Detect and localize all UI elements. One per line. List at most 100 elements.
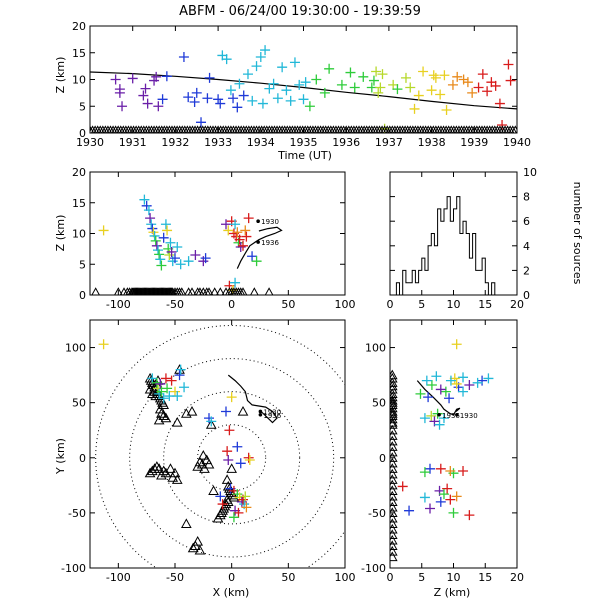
station-triangle: [242, 125, 251, 133]
y-tick-label: 20: [72, 166, 86, 179]
source-point: [429, 416, 440, 427]
x-tick-label: 10: [447, 298, 461, 311]
station-triangle: [385, 125, 394, 133]
station-triangle: [390, 452, 398, 462]
station-triangle: [429, 125, 438, 133]
source-point: [400, 72, 411, 83]
station-triangle: [467, 125, 476, 133]
source-point: [145, 213, 156, 224]
source-point: [373, 87, 384, 98]
station-triangle: [90, 125, 95, 133]
source-point: [304, 101, 315, 112]
source-point: [204, 72, 215, 83]
source-point: [156, 260, 167, 271]
source-point: [147, 373, 158, 384]
station-triangle: [236, 125, 246, 133]
source-point: [222, 446, 233, 457]
station-triangle: [329, 125, 338, 133]
station-triangle: [221, 125, 231, 133]
source-point: [349, 82, 360, 93]
source-point: [289, 57, 300, 68]
histogram-bar: [441, 221, 444, 295]
source-point: [114, 84, 125, 95]
plot-marks: 1936 1930: [390, 339, 494, 562]
station-triangle: [390, 512, 398, 523]
station-triangle: [144, 383, 156, 394]
y-tick-label: 8: [523, 191, 530, 204]
station-triangle: [367, 125, 377, 133]
source-point: [189, 96, 200, 107]
x-tick-label: 10: [447, 571, 461, 584]
station-triangle: [406, 125, 415, 133]
source-point: [236, 496, 247, 507]
source-point: [445, 494, 456, 505]
x-tick-label: 20: [510, 571, 524, 584]
station-triangle: [210, 287, 219, 295]
station-triangle: [175, 125, 184, 133]
histogram-bar: [469, 258, 472, 295]
source-point: [458, 466, 469, 477]
source-point: [238, 240, 248, 251]
source-point: [170, 386, 180, 397]
source-point: [232, 102, 243, 113]
source-point: [158, 232, 169, 243]
source-point: [272, 93, 283, 104]
source-point: [223, 225, 234, 236]
station-triangle: [313, 125, 323, 133]
source-point: [462, 77, 473, 88]
station-triangle: [158, 399, 170, 409]
x-tick-label: 0: [228, 571, 235, 584]
station-triangle: [229, 125, 238, 133]
source-point: [241, 502, 252, 513]
source-point: [497, 119, 508, 130]
station-triangle: [390, 441, 398, 451]
station-triangle: [226, 463, 238, 473]
station-triangle: [222, 496, 234, 506]
histogram-bar: [466, 234, 469, 296]
station-triangle: [116, 125, 125, 133]
source-point: [345, 67, 356, 78]
track-marker: [256, 219, 260, 223]
station-triangle: [216, 287, 225, 295]
source-point: [206, 416, 217, 427]
station-triangle: [103, 125, 113, 133]
station-triangle: [119, 125, 128, 133]
source-point: [142, 98, 153, 109]
source-point: [190, 250, 201, 261]
station-triangle: [464, 125, 474, 133]
source-point: [490, 80, 501, 91]
source-point: [451, 339, 462, 350]
station-triangle: [498, 125, 507, 133]
station-triangle: [349, 125, 359, 133]
y-tick-label: 50: [72, 397, 86, 410]
station-triangle: [147, 125, 156, 133]
x-tick-label: 1932: [161, 136, 189, 149]
station-triangle: [390, 501, 398, 512]
source-point: [426, 380, 437, 391]
source-point: [423, 392, 434, 403]
station-triangle: [388, 125, 397, 133]
station-triangle: [490, 125, 500, 133]
y-tick-label: -100: [61, 562, 86, 575]
station-triangle: [221, 474, 233, 484]
source-point: [397, 481, 408, 492]
source-point: [140, 83, 151, 94]
station-triangle: [206, 125, 215, 133]
x-tick-label: 1935: [290, 136, 318, 149]
station-triangle: [197, 450, 209, 460]
station-triangle: [390, 523, 398, 534]
y-tick-label: 20: [72, 20, 86, 33]
source-point: [221, 219, 231, 230]
source-point: [151, 71, 162, 82]
source-point: [155, 378, 166, 389]
station-triangle: [452, 125, 461, 133]
station-triangle: [180, 408, 192, 418]
station-triangle: [202, 287, 212, 295]
source-point: [228, 93, 239, 104]
source-point: [451, 491, 462, 502]
source-point: [156, 386, 167, 397]
station-triangle: [447, 125, 456, 133]
station-triangle: [390, 529, 398, 540]
